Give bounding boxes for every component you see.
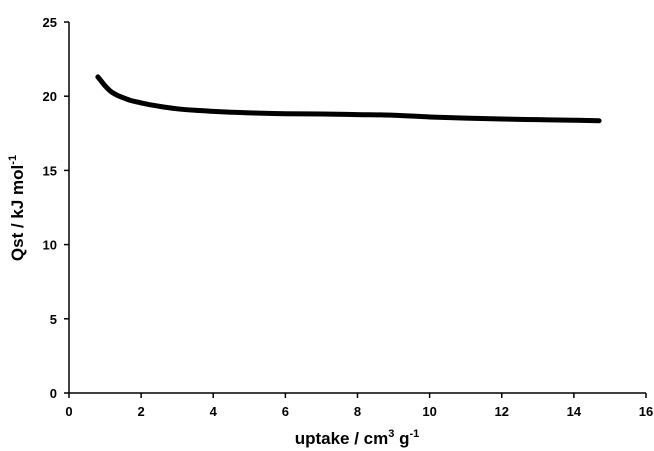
y-tick-label-2: 10	[43, 238, 57, 253]
x-tick-label-0: 0	[65, 404, 72, 419]
y-tick-label-4: 20	[43, 89, 57, 104]
x-tick-label-4: 8	[354, 404, 361, 419]
x-tick-label-6: 12	[495, 404, 509, 419]
y-tick-label-0: 0	[50, 386, 57, 401]
y-tick-label-3: 15	[43, 163, 57, 178]
x-tick-label-3: 6	[282, 404, 289, 419]
y-axis-title: Qst / kJ mol-1	[7, 155, 27, 261]
x-axis-title-sup2: -1	[410, 428, 420, 440]
y-axis-title-base: Qst / kJ mol	[8, 165, 27, 261]
tick-labels: 0 2 4 6 8 10 12 14 16 0 5 10 15 20 25	[43, 15, 654, 419]
y-tick-label-1: 5	[50, 312, 57, 327]
x-tick-label-7: 14	[567, 404, 582, 419]
series	[95, 74, 602, 124]
y-axis-title-sup: -1	[7, 155, 19, 165]
x-axis-title-sup1: 3	[388, 428, 394, 440]
x-axis-title: uptake / cm3 g-1	[295, 428, 420, 448]
x-tick-label-2: 4	[210, 404, 218, 419]
y-tick-label-5: 25	[43, 15, 57, 30]
series-line-0	[95, 74, 602, 124]
x-tick-label-5: 10	[422, 404, 436, 419]
x-axis-title-base: uptake / cm	[295, 429, 389, 448]
x-tick-label-8: 16	[639, 404, 653, 419]
x-tick-label-1: 2	[138, 404, 145, 419]
ticks	[64, 21, 647, 398]
axes	[68, 22, 646, 394]
x-axis-title-mid: g	[394, 429, 409, 448]
